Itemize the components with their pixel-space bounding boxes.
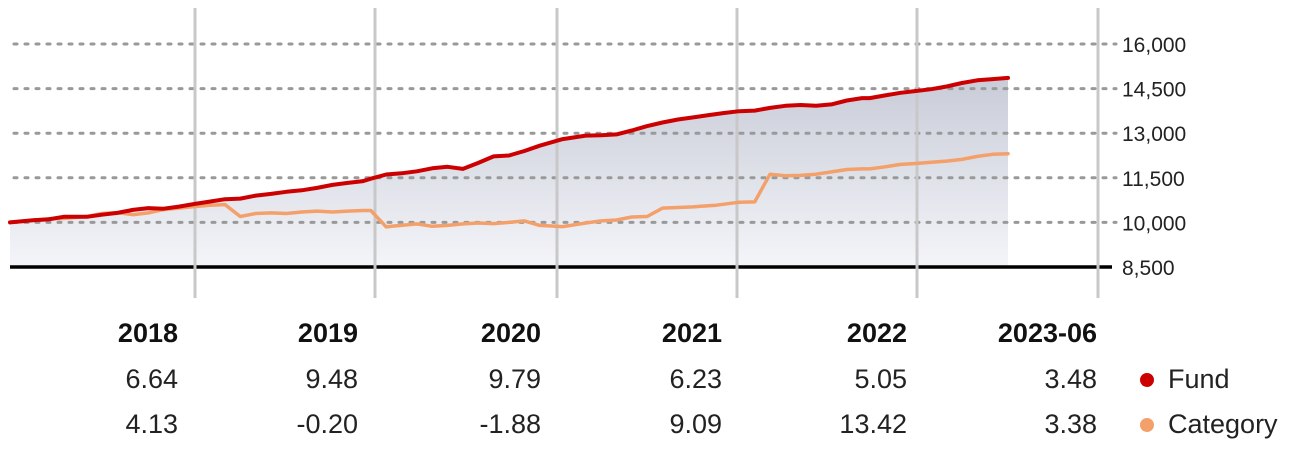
fund-return-cell: 6.64 [125, 364, 178, 394]
y-tick-label: 8,500 [1122, 257, 1175, 280]
category-return-cell: -1.88 [479, 409, 541, 439]
y-tick-label: 14,500 [1122, 79, 1186, 102]
legend-fund-label: Fund [1168, 364, 1230, 394]
fund-series-line [8, 75, 1010, 225]
legend-category: Category [1140, 409, 1278, 440]
y-tick-label: 13,000 [1122, 123, 1186, 146]
fund-return-cell: 9.79 [488, 364, 541, 394]
category-dot-icon [1140, 417, 1154, 432]
year-header: 2023-06 [997, 318, 1097, 348]
category-return-cell: 9.09 [669, 409, 722, 439]
y-tick-label: 16,000 [1122, 34, 1186, 57]
category-series-line [8, 151, 1010, 229]
legend-fund: Fund [1140, 364, 1230, 395]
legend-category-label: Category [1168, 409, 1278, 439]
year-header: 2021 [661, 318, 722, 348]
year-header: 2022 [846, 318, 907, 348]
category-return-cell: -0.20 [296, 409, 358, 439]
y-tick-label: 11,500 [1122, 168, 1185, 191]
category-return-cell: 3.38 [1044, 409, 1097, 439]
fund-dot-icon [1140, 372, 1154, 387]
category-return-cell: 4.13 [125, 409, 178, 439]
fund-return-cell: 6.23 [669, 364, 722, 394]
fund-return-cell: 9.48 [305, 364, 358, 394]
y-tick-label: 10,000 [1122, 212, 1186, 235]
year-header: 2020 [480, 318, 541, 348]
fund-return-cell: 3.48 [1044, 364, 1097, 394]
year-header: 2019 [297, 318, 358, 348]
fund-return-cell: 5.05 [854, 364, 907, 394]
fund-area [10, 77, 1008, 268]
year-header: 2018 [117, 318, 178, 348]
growth-chart: 16,000 14,500 13,000 11,500 10,000 8,500 [8, 8, 1186, 298]
category-return-cell: 13.42 [839, 409, 907, 439]
